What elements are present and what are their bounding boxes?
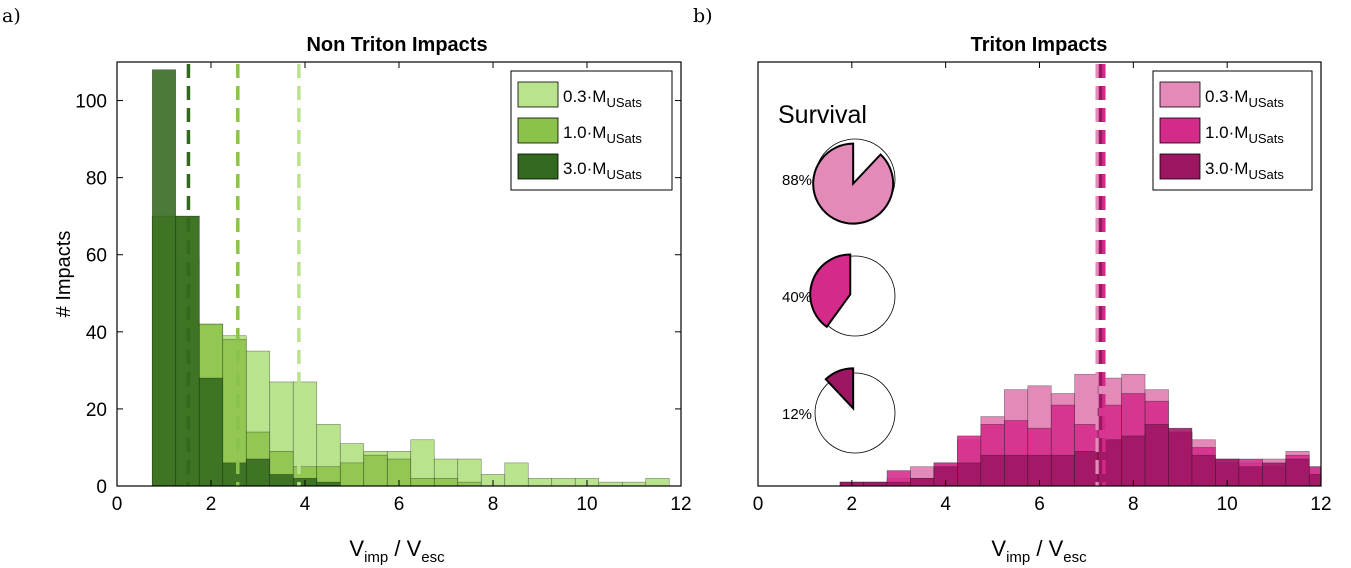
pie-survival-slice-3 [824, 367, 855, 411]
legend-b: 0.3·MUSats 1.0·MUSats 3.0·MUSats [1152, 70, 1313, 191]
legend-a: 0.3·MUSats 1.0·MUSats 3.0·MUSats [510, 70, 673, 191]
x-tick-label-b-5: 10 [1217, 494, 1238, 515]
legend-swatch-green-2 [517, 117, 559, 144]
bar-b-s3-b4 [910, 477, 935, 487]
x-tick-label-b-4: 8 [1128, 494, 1139, 515]
x-tick-label-a-6: 12 [670, 494, 691, 515]
x-ticks-a: 0 2 4 6 8 10 12 [112, 62, 692, 515]
bars-a [151, 69, 670, 487]
x-tick-label-b-3: 6 [1034, 494, 1045, 515]
x-tick-label-b-1: 2 [847, 494, 858, 515]
y-tick-label-4: 80 [86, 169, 107, 190]
pie-base-3 [814, 372, 896, 454]
legend-entry-a-1: 0.3·MUSats [563, 87, 642, 110]
legend-entry-b-3: 3.0·MUSats [1205, 159, 1284, 182]
non-triton-panel: Non Triton Impacts 0 2 4 6 8 10 12 0 20 40 60 80 10… [53, 34, 692, 566]
bar-a-s2-b10 [363, 454, 388, 487]
legend-entry-a-2: 1.0·MUSats [563, 123, 642, 146]
bar-b-s3-b7 [980, 454, 1005, 487]
y-tick-label-2: 40 [86, 323, 107, 344]
bar-b-s3-b18 [1238, 466, 1263, 487]
x-tick-label-b-6: 12 [1310, 494, 1331, 515]
bar-b-s3-b19 [1262, 462, 1287, 487]
bar-b-s3-b21 [1308, 474, 1322, 487]
bar-b-s3-b11 [1074, 451, 1099, 487]
bar-b-s3-b6 [957, 462, 982, 487]
panel-label-a: a) [2, 5, 21, 27]
x-tick-label-a-0: 0 [112, 494, 123, 515]
survival-title: Survival [778, 101, 867, 129]
x-axis-label-a: Vimp / Vesc [349, 536, 445, 566]
bar-a-s3-b3 [198, 377, 224, 487]
legend-swatch-pink-2 [1159, 117, 1201, 144]
x-tick-label-b-0: 0 [753, 494, 764, 515]
legend-entry-a-3: 3.0·MUSats [563, 159, 642, 182]
bar-a-s1-b22 [645, 477, 670, 487]
bar-b-s3-b15 [1168, 427, 1193, 487]
y-tick-label-0: 0 [96, 477, 107, 498]
legend-swatch-pink-1 [1159, 81, 1201, 108]
mean-lines-a [186, 64, 301, 486]
triton-panel: Triton Impacts 0 2 4 6 8 10 12 Vimp / Vesc Sur… [753, 34, 1332, 566]
x-tick-label-a-2: 4 [300, 494, 311, 515]
pie-label-3: 12% [782, 406, 812, 423]
bar-a-s3-b1 [151, 69, 177, 487]
bar-b-s3-b8 [1004, 454, 1029, 487]
y-axis-label: # Impacts [53, 231, 75, 318]
bars-b [839, 373, 1322, 487]
x-tick-label-a-4: 8 [488, 494, 499, 515]
legend-swatch-green-1 [517, 81, 559, 108]
bar-a-s2-b13 [433, 477, 459, 487]
bar-a-s2-b12 [410, 477, 435, 487]
bar-a-s3-b5 [245, 458, 271, 487]
triton-title: Triton Impacts [971, 34, 1108, 56]
x-tick-label-a-5: 10 [576, 494, 597, 515]
x-axis-label-b: Vimp / Vesc [991, 536, 1087, 566]
survival-pies: 88% 40% 12% [782, 138, 896, 454]
y-tick-label-1: 20 [86, 400, 107, 421]
bar-b-s3-b10 [1050, 454, 1075, 487]
x-tick-label-a-1: 2 [206, 494, 217, 515]
pie-survival-slice-2 [809, 253, 852, 329]
bar-b-s3-b13 [1121, 435, 1146, 487]
legend-swatch-pink-3 [1159, 153, 1201, 180]
pie-label-2: 40% [782, 289, 812, 306]
pie-survival-slice-1 [812, 142, 895, 225]
bar-a-s3-b6 [269, 474, 294, 487]
panel-label-b: b) [693, 5, 713, 27]
legend-swatch-green-3 [517, 153, 559, 180]
bar-b-s3-b20 [1285, 458, 1310, 487]
y-tick-label-5: 100 [75, 92, 107, 113]
x-ticks-b: 0 2 4 6 8 10 12 [753, 62, 1332, 515]
legend-entry-b-2: 1.0·MUSats [1205, 123, 1284, 146]
bar-a-s3-b4 [222, 462, 247, 487]
bar-a-s1-b16 [504, 462, 529, 487]
y-tick-label-3: 60 [86, 246, 107, 267]
mean-lines-b [1095, 64, 1106, 486]
legend-entry-b-1: 0.3·MUSats [1205, 87, 1284, 110]
x-tick-label-a-3: 6 [394, 494, 405, 515]
pie-label-1: 88% [782, 172, 812, 189]
bar-a-s1-b17 [527, 477, 553, 487]
bar-b-s3-b16 [1191, 454, 1216, 487]
x-tick-label-b-2: 4 [940, 494, 951, 515]
bar-a-s2-b9 [339, 462, 365, 487]
y-ticks-a: 0 20 40 60 80 100 [75, 92, 681, 498]
bar-b-s3-b14 [1144, 424, 1169, 487]
non-triton-title: Non Triton Impacts [306, 34, 487, 56]
bar-a-s1-b18 [551, 477, 576, 487]
